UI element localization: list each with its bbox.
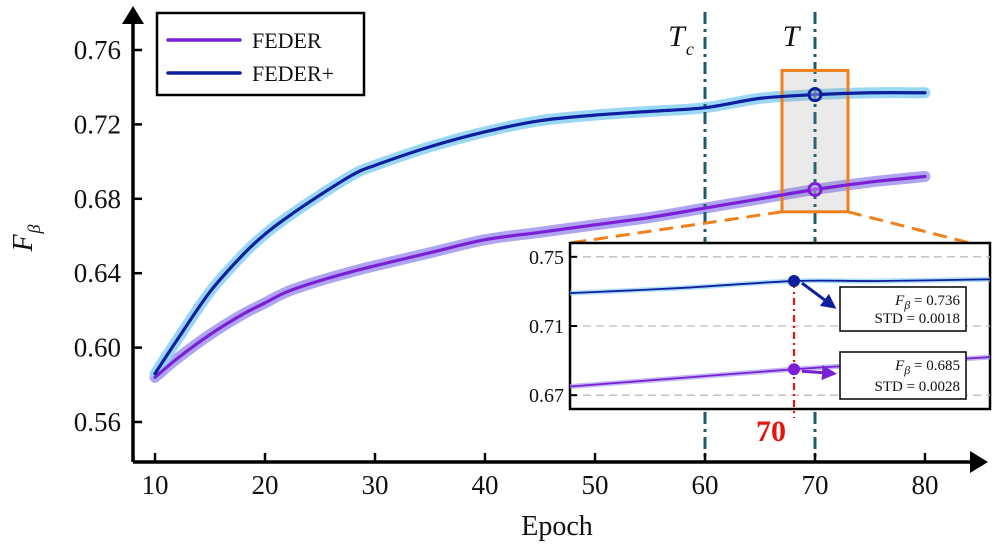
inset-annotation-box-feder-plus	[839, 286, 967, 332]
marker-feder-plus-at-70	[807, 87, 823, 103]
x-tick-label-70: 70	[802, 470, 829, 500]
x-tick-label-30: 30	[362, 470, 389, 500]
y-axis-title: Fβ	[8, 224, 44, 252]
inset-point-feder-plus	[788, 275, 800, 288]
y-tick-label-0-72: 0.72	[74, 109, 121, 139]
y-axis-arrowhead	[122, 6, 144, 24]
x-tick-label-10: 10	[142, 470, 169, 500]
inset-annotation-std-feder: STD = 0.0028	[874, 379, 960, 395]
y-tick-label-0-64: 0.64	[74, 258, 122, 288]
series-line-feder	[153, 174, 927, 379]
inset-arrow-feder	[801, 365, 837, 381]
inset-annotation-value-feder-plus: Fβ = 0.736	[894, 293, 960, 312]
inset-annotation-box-feder	[839, 351, 967, 400]
legend: FEDER FEDER+	[155, 11, 366, 97]
x-tick-label-20: 20	[252, 470, 279, 500]
x-tick-label-50: 50	[582, 470, 609, 500]
vline-label-t: T	[783, 20, 802, 53]
inset-annotation-std-feder-plus: STD = 0.0018	[874, 311, 960, 327]
x-tick-label-60: 60	[692, 470, 719, 500]
x-tick-label-40: 40	[472, 470, 499, 500]
zoom-connector-left	[569, 210, 783, 245]
inset-y-tick-label-0-71: 0.71	[529, 316, 564, 338]
legend-label-feder-plus: FEDER+	[252, 61, 334, 86]
inset-point-feder	[788, 363, 800, 376]
x-tick-label-80: 80	[912, 470, 939, 500]
x-axis-title: Epoch	[521, 511, 593, 542]
y-tick-label-0-68: 0.68	[74, 184, 121, 214]
inset-x-label: 70	[756, 415, 786, 448]
legend-label-feder: FEDER	[252, 28, 322, 53]
y-tick-label-0-56: 0.56	[74, 407, 121, 437]
series-line-feder-plus	[153, 91, 927, 376]
legend-box	[155, 11, 366, 97]
marker-feder-at-70	[807, 182, 823, 197]
vline-label-tc: Tc	[668, 20, 694, 59]
x-axis-arrowhead	[970, 451, 988, 473]
inset-y-tick-label-0-75: 0.75	[529, 247, 564, 269]
inset-y-tick-label-0-67: 0.67	[529, 385, 564, 407]
inset-arrow-feder-plus	[801, 281, 837, 309]
zoom-connector-right	[847, 210, 971, 245]
y-tick-label-0-76: 0.76	[74, 35, 121, 65]
y-tick-label-0-60: 0.60	[74, 333, 121, 363]
inset-annotation-value-feder: Fβ = 0.685	[894, 358, 960, 377]
